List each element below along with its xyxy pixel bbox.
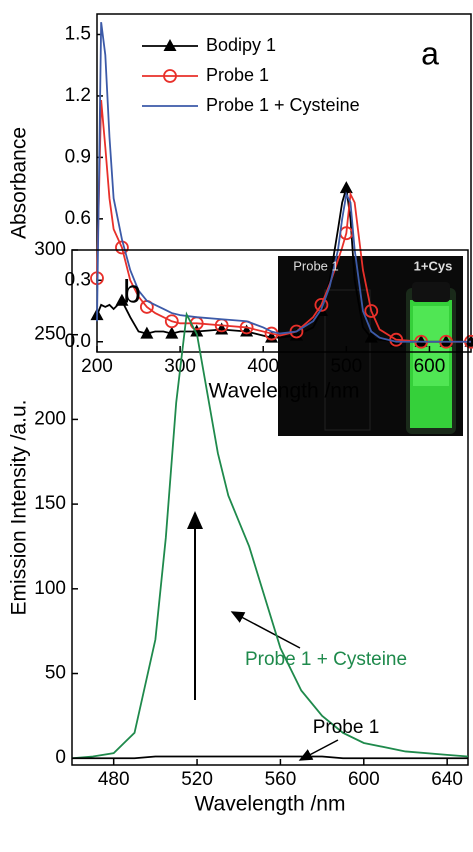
inset-label: 1+Cys	[414, 258, 453, 273]
legend-label: Probe 1 + Cysteine	[206, 95, 360, 115]
marker	[165, 326, 179, 339]
marker	[164, 314, 179, 329]
y-tick-label: 1.2	[65, 85, 91, 106]
x-tick-label: 600	[414, 356, 446, 377]
panel-label: b	[123, 273, 141, 309]
marker	[289, 328, 303, 341]
inset-label: Probe 1	[293, 258, 339, 273]
x-tick-label: 200	[81, 356, 113, 377]
inset-photo	[278, 256, 463, 436]
y-tick-label: 0.3	[65, 269, 91, 290]
series-label: Probe 1 + Cysteine	[245, 649, 407, 670]
marker	[140, 326, 154, 339]
x-axis-title: Wavelength /nm	[209, 380, 360, 403]
series-label: Probe 1	[313, 717, 380, 738]
y-tick-label: 1.5	[65, 24, 91, 45]
marker	[265, 330, 279, 343]
y-tick-label: 150	[34, 493, 66, 514]
y-tick-label: 0	[55, 747, 66, 768]
marker	[115, 293, 129, 306]
x-tick-label: 600	[348, 769, 380, 790]
y-tick-label: 100	[34, 578, 66, 599]
series-line	[72, 755, 468, 760]
y-axis-title: Absorbance	[8, 127, 31, 239]
series-line	[71, 311, 469, 760]
x-tick-label: 640	[431, 769, 463, 790]
y-tick-label: 200	[34, 408, 66, 429]
x-tick-label: 480	[98, 769, 130, 790]
x-tick-label: 520	[181, 769, 213, 790]
y-axis-title: Emission Intensity /a.u.	[8, 400, 31, 616]
marker	[339, 181, 353, 194]
series-line	[96, 22, 471, 343]
plot-frame	[71, 249, 469, 766]
legend-marker	[163, 39, 177, 51]
arrow	[230, 611, 301, 649]
marker	[439, 334, 453, 347]
plot-frame	[96, 13, 472, 353]
panel-label: a	[421, 35, 439, 71]
marker	[414, 334, 428, 347]
y-tick-label: 0.9	[65, 146, 91, 167]
y-tick-label: 300	[34, 239, 66, 260]
marker	[314, 297, 329, 312]
x-tick-label: 400	[247, 356, 279, 377]
marker	[364, 304, 379, 318]
x-axis-title: Wavelength /nm	[195, 793, 346, 816]
legend-label: Probe 1	[206, 65, 269, 85]
y-tick-label: 250	[34, 324, 66, 345]
marker	[364, 330, 378, 343]
series-line	[96, 99, 471, 343]
y-tick-label: 50	[45, 663, 66, 684]
x-tick-label: 560	[265, 769, 297, 790]
marker	[240, 324, 254, 337]
y-tick-label: 0.6	[65, 208, 91, 229]
legend-marker	[163, 69, 177, 83]
legend-label: Bodipy 1	[206, 35, 276, 55]
x-tick-label: 500	[330, 356, 362, 377]
y-tick-label: 0.0	[65, 331, 91, 352]
marker	[215, 322, 229, 335]
marker	[190, 324, 204, 337]
